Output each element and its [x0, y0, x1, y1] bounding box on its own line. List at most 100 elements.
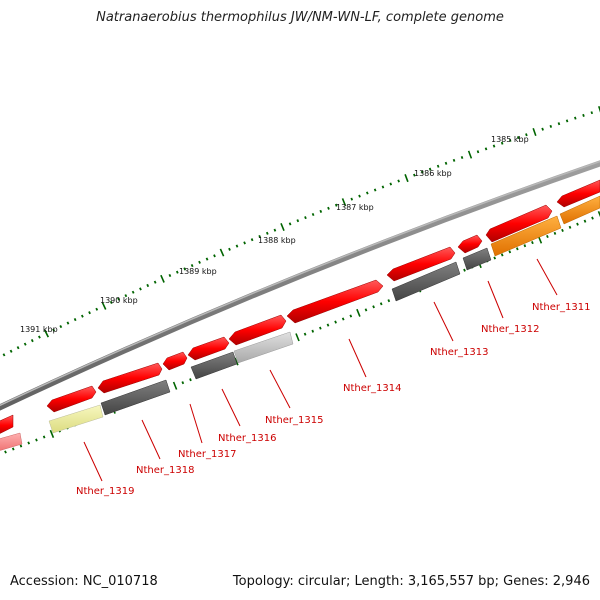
outer-ruler-minor-tick — [273, 228, 277, 232]
outer-ruler-minor-tick — [444, 161, 448, 165]
outer-ruler-minor-tick — [66, 321, 70, 325]
outer-ruler-minor-tick — [59, 324, 63, 329]
outer-ruler-major-tick — [280, 222, 285, 232]
outer-ruler-minor-tick — [23, 342, 27, 346]
gene-forward-5[interactable] — [187, 336, 230, 361]
inner-ruler-minor-tick — [364, 308, 368, 312]
inner-ruler-minor-tick — [561, 228, 564, 232]
outer-ruler-minor-tick — [153, 280, 157, 284]
gene-forward-6[interactable] — [228, 314, 287, 346]
ruler-label-1385: 1385 kbp — [491, 135, 529, 144]
gene-forward-3[interactable] — [97, 362, 163, 394]
outer-ruler-major-tick — [101, 301, 107, 310]
inner-ruler-minor-tick — [189, 378, 192, 382]
gene-label-nther-1317[interactable]: Nther_1317 — [178, 449, 236, 460]
gene-label-nther-1314[interactable]: Nther_1314 — [343, 383, 401, 394]
gene-reverse-yellow[interactable] — [48, 404, 104, 434]
gene-label-nther-1312[interactable]: Nther_1312 — [481, 324, 539, 335]
outer-ruler-minor-tick — [109, 300, 113, 304]
outer-ruler-minor-tick — [373, 188, 377, 192]
inner-ruler-minor-tick — [508, 250, 512, 254]
outer-ruler-minor-tick — [517, 136, 520, 140]
outer-ruler-minor-tick — [590, 111, 594, 115]
gene-forward-7[interactable] — [286, 279, 384, 324]
gene-forward-10[interactable] — [485, 204, 553, 243]
outer-ruler-major-tick — [160, 274, 165, 283]
outer-ruler-minor-tick — [139, 287, 142, 291]
gene-forward-9[interactable] — [457, 234, 483, 254]
outer-ruler-minor-tick — [484, 147, 488, 151]
gene-label-nther-1311[interactable]: Nther_1311 — [532, 302, 590, 313]
outer-ruler-minor-tick — [541, 127, 544, 131]
gene-forward-11[interactable] — [556, 179, 600, 208]
outer-ruler-minor-tick — [205, 257, 209, 261]
outer-ruler-minor-tick — [146, 283, 150, 288]
inner-ruler-minor-tick — [372, 305, 375, 309]
inner-ruler-minor-tick — [591, 216, 594, 220]
outer-ruler — [2, 105, 600, 357]
outer-ruler-minor-tick — [190, 264, 194, 268]
outer-ruler-minor-tick — [95, 307, 99, 311]
inner-ruler-major-tick — [295, 333, 300, 342]
outer-ruler-minor-tick — [350, 197, 354, 201]
gene-forward-8[interactable] — [386, 246, 456, 282]
outer-ruler-major-tick — [43, 329, 50, 338]
outer-ruler-minor-tick — [243, 241, 246, 245]
gene-label-nther-1313[interactable]: Nther_1313 — [430, 347, 488, 358]
outer-ruler-minor-tick — [492, 144, 496, 148]
ruler-label-1387: 1387 kbp — [336, 203, 374, 212]
ruler-label-1391: 1391 kbp — [20, 325, 58, 334]
outer-ruler-minor-tick — [52, 328, 56, 332]
outer-ruler-minor-tick — [574, 116, 577, 120]
gene-reverse-dark-3[interactable] — [391, 261, 461, 302]
gene-reverse-orange-1[interactable] — [490, 215, 562, 257]
gene-reverse-pink[interactable] — [0, 432, 23, 452]
inner-ruler-minor-tick — [493, 256, 497, 260]
gene-reverse-dark-1[interactable] — [100, 379, 171, 416]
outer-ruler-minor-tick — [124, 294, 128, 298]
gene-forward-2[interactable] — [46, 385, 97, 413]
outer-ruler-minor-tick — [38, 335, 41, 339]
outer-ruler-minor-tick — [381, 185, 385, 189]
gene-reverse-dark-2[interactable] — [190, 351, 238, 380]
gene-label-nther-1316[interactable]: Nther_1316 — [218, 433, 276, 444]
gene-label-nther-1315[interactable]: Nther_1315 — [265, 415, 323, 426]
inner-ruler-minor-tick — [19, 444, 23, 448]
gene-reverse-light[interactable] — [233, 331, 294, 364]
outer-ruler-minor-tick — [235, 244, 239, 248]
inner-ruler-major-tick — [49, 429, 55, 438]
outer-ruler-minor-tick — [183, 267, 187, 271]
outer-ruler-minor-tick — [319, 209, 323, 213]
outer-ruler-minor-tick — [565, 119, 569, 123]
genome-summary-text: Topology: circular; Length: 3,165,557 bp… — [232, 574, 590, 589]
gene-reverse-dark-4[interactable] — [462, 247, 492, 271]
outer-ruler-minor-tick — [508, 138, 512, 142]
inner-ruler-minor-tick — [311, 329, 315, 333]
gene-label-nther-1319[interactable]: Nther_1319 — [76, 486, 134, 497]
outer-ruler-minor-tick — [582, 113, 585, 117]
outer-ruler-minor-tick — [327, 206, 330, 210]
outer-ruler-minor-tick — [476, 150, 480, 154]
outer-ruler-minor-tick — [213, 254, 216, 258]
gene-reverse-orange-2[interactable] — [559, 195, 600, 225]
inner-ruler-minor-tick — [326, 323, 330, 327]
gene-forward-1[interactable] — [0, 414, 14, 436]
inner-ruler-minor-tick — [35, 438, 38, 442]
inner-ruler-minor-tick — [4, 450, 7, 454]
inner-ruler-minor-tick — [379, 302, 383, 306]
gene-label-nther-1318[interactable]: Nther_1318 — [136, 465, 194, 476]
outer-ruler-minor-tick — [452, 158, 456, 162]
outer-ruler-major-tick — [404, 174, 409, 183]
inner-ruler-minor-tick — [515, 247, 519, 251]
gene-forward-4[interactable] — [162, 351, 188, 371]
outer-ruler-minor-tick — [420, 170, 424, 174]
inner-ruler-minor-tick — [546, 234, 549, 239]
inner-ruler-major-tick — [597, 210, 600, 218]
ruler-label-1390: 1390 kbp — [100, 296, 138, 305]
inner-ruler-minor-tick — [523, 244, 527, 248]
outer-ruler-minor-tick — [88, 311, 91, 315]
label-leaders — [83, 258, 558, 482]
outer-ruler-minor-tick — [30, 338, 34, 343]
outer-ruler-major-tick — [467, 150, 473, 159]
outer-ruler-major-tick — [598, 105, 600, 113]
